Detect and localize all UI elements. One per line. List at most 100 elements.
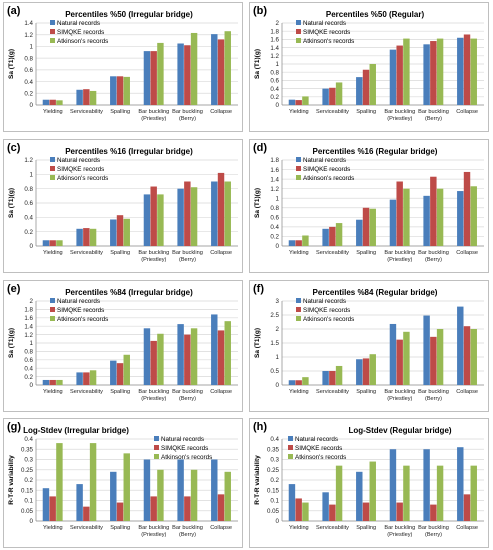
- x-tick-label: (Berry): [425, 257, 442, 263]
- x-tick-label: Bar buckling: [418, 389, 449, 395]
- y-tick-label: 0.4: [24, 79, 33, 86]
- bar-simqke: [217, 494, 225, 521]
- bar-simqke: [217, 330, 225, 385]
- y-tick-label: 0.4: [24, 365, 33, 372]
- y-tick-label: 1.2: [24, 32, 33, 39]
- legend-label-simqke: SIMQKE records: [303, 166, 350, 173]
- y-tick-label: 0.15: [21, 487, 34, 494]
- legend-swatch-simqke: [50, 29, 55, 34]
- bar-atkinson: [369, 461, 376, 521]
- y-tick-label: 0.25: [267, 467, 280, 474]
- y-tick-label: 0.2: [270, 234, 279, 241]
- y-tick-label: 1.6: [270, 37, 279, 44]
- bar-atkinson: [470, 465, 477, 521]
- x-tick-label: Collapse: [210, 389, 232, 395]
- x-tick-label: (Berry): [179, 257, 196, 263]
- legend-label-simqke: SIMQKE records: [57, 29, 104, 36]
- x-tick-label: Serviceability: [70, 109, 103, 115]
- bar-simqke: [396, 181, 403, 246]
- panel-label: (f): [253, 283, 264, 295]
- legend-swatch-atkinson: [154, 454, 159, 459]
- bar-simqke: [49, 496, 56, 521]
- bar-atkinson: [335, 465, 343, 521]
- y-axis-label: Sa (T1)(g): [254, 49, 261, 79]
- bar-natural: [457, 37, 464, 106]
- legend-label-simqke: SIMQKE records: [295, 445, 342, 452]
- bar-natural: [110, 471, 117, 521]
- bar-atkinson: [403, 331, 410, 385]
- x-tick-label: Bar buckling: [418, 109, 449, 115]
- bar-natural: [322, 228, 329, 246]
- bar-simqke: [329, 226, 336, 246]
- y-tick-label: 2: [276, 326, 280, 333]
- bar-natural: [389, 449, 397, 521]
- bar-natural: [211, 314, 218, 385]
- bar-atkinson: [157, 333, 164, 385]
- legend-label-atkinson: Atkinson's records: [303, 38, 354, 45]
- x-tick-label: Collapse: [210, 109, 232, 115]
- x-tick-label: Bar buckling: [172, 250, 203, 256]
- x-tick-label: Bar buckling: [384, 250, 415, 256]
- x-tick-label: Serviceability: [70, 389, 103, 395]
- bar-natural: [356, 77, 363, 105]
- legend-label-natural: Natural records: [303, 298, 346, 305]
- panel-label: (d): [253, 142, 268, 154]
- bar-simqke: [396, 45, 403, 105]
- x-tick-label: Yielding: [289, 525, 309, 531]
- bar-atkinson: [123, 76, 130, 105]
- bar-simqke: [49, 240, 56, 246]
- bar-atkinson: [302, 96, 309, 105]
- bar-atkinson: [56, 100, 63, 105]
- bar-simqke: [430, 336, 437, 385]
- bar-atkinson: [123, 218, 130, 246]
- bar-simqke: [362, 207, 370, 246]
- legend-swatch-simqke: [296, 166, 301, 171]
- legend-label-natural: Natural records: [57, 298, 100, 305]
- bar-atkinson: [89, 90, 97, 105]
- bar-atkinson: [224, 471, 231, 521]
- bar-natural: [143, 459, 151, 521]
- y-tick-label: 0.3: [24, 457, 33, 464]
- bar-natural: [322, 371, 329, 385]
- chart-svg: Percentiles %84 (Irregular bridge) 00.2 0.…: [8, 288, 238, 402]
- x-tick-label: (Priestley): [387, 116, 412, 122]
- y-tick-label: 1: [30, 340, 34, 347]
- x-tick-label: Serviceability: [70, 250, 103, 256]
- bar-simqke: [184, 181, 191, 246]
- x-tick-label: Spalling: [110, 389, 130, 395]
- y-axis-label: R-T-R variability: [254, 455, 261, 505]
- bar-simqke: [49, 379, 56, 385]
- bar-atkinson: [470, 38, 477, 105]
- bar-simqke: [329, 87, 336, 105]
- x-tick-label: (Berry): [425, 532, 442, 538]
- bar-natural: [211, 34, 218, 105]
- bar-simqke: [295, 240, 302, 246]
- x-tick-label: (Priestley): [387, 396, 412, 402]
- bar-natural: [177, 324, 184, 385]
- panel-label: (b): [253, 5, 268, 17]
- legend-swatch-natural: [50, 298, 55, 303]
- bar-natural: [423, 315, 430, 385]
- y-tick-label: 0.4: [270, 224, 279, 231]
- x-tick-label: (Berry): [179, 116, 196, 122]
- bar-atkinson: [436, 329, 444, 385]
- bar-simqke: [150, 51, 157, 105]
- x-tick-label: (Priestley): [141, 257, 166, 263]
- y-tick-label: 0.35: [267, 446, 280, 453]
- y-tick-label: 1.6: [24, 315, 33, 322]
- chart-svg: Percentiles %50 (Irregular bridge) 0 0.2 0.…: [8, 10, 238, 122]
- bar-natural: [322, 492, 329, 521]
- legend-swatch-natural: [296, 298, 301, 303]
- y-tick-label: 1: [30, 172, 34, 179]
- chart-panel: Percentiles %16 (Regular bridge) 0 0.2 0.4 0…: [249, 139, 489, 273]
- bar-natural: [389, 323, 397, 385]
- bar-atkinson: [335, 223, 343, 246]
- x-tick-label: Collapse: [210, 525, 232, 531]
- bar-atkinson: [302, 377, 309, 385]
- bar-natural: [211, 181, 218, 246]
- bar-simqke: [83, 506, 90, 521]
- bar-simqke: [116, 502, 124, 521]
- y-tick-label: 1.4: [24, 323, 33, 330]
- y-tick-label: 0: [30, 518, 34, 525]
- bar-atkinson: [369, 354, 376, 385]
